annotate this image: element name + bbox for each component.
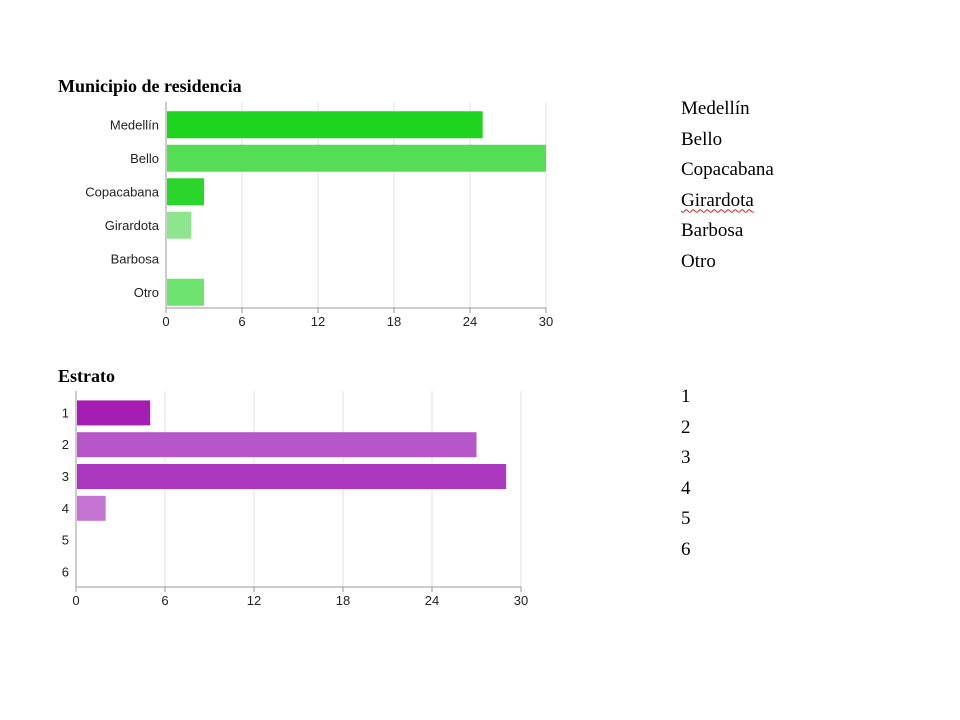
- tick-label: 24: [463, 314, 477, 329]
- category-label: 6: [62, 564, 69, 579]
- chart-title-municipio: Municipio de residencia: [58, 76, 242, 96]
- tick-label: 6: [161, 593, 168, 608]
- category-list-item: 1: [681, 386, 691, 407]
- tick-label: 18: [336, 593, 350, 608]
- category-label: 2: [62, 437, 69, 452]
- category-list-item: 2: [681, 416, 691, 438]
- category-label: Medellín: [110, 117, 159, 132]
- tick-label: 0: [72, 593, 79, 608]
- category-label: Barbosa: [111, 251, 160, 266]
- bar: [167, 111, 483, 139]
- tick-label: 12: [311, 314, 325, 329]
- category-label: Copacabana: [85, 184, 159, 199]
- category-list-item: Girardota: [681, 189, 754, 211]
- category-list-estrato: 1 2 3 4 5 6: [681, 382, 691, 565]
- tick-label: 6: [238, 314, 245, 329]
- category-list-item: Medellín: [681, 98, 750, 119]
- tick-label: 30: [514, 593, 528, 608]
- tick-label: 30: [539, 314, 553, 329]
- category-list-item: Barbosa: [681, 220, 744, 241]
- category-list-item: Otro: [681, 250, 716, 272]
- tick-label: 12: [247, 593, 261, 608]
- category-list-item: Bello: [681, 128, 723, 150]
- bar: [167, 278, 204, 306]
- category-list-item: 3: [681, 447, 691, 468]
- tick-label: 18: [387, 314, 401, 329]
- category-label: Bello: [130, 151, 159, 166]
- chart-title-estrato: Estrato: [58, 366, 115, 386]
- category-list-municipio: Medellín Bello Copacabana Girardota Barbosa O…: [681, 94, 774, 277]
- category-list-item: 6: [681, 538, 691, 560]
- bar: [77, 432, 477, 458]
- category-label: 1: [62, 405, 69, 420]
- bar: [77, 400, 151, 426]
- tick-label: 24: [425, 593, 439, 608]
- category-label: 5: [62, 533, 69, 548]
- bar: [77, 495, 106, 521]
- category-list-item: 4: [681, 477, 691, 499]
- bar: [167, 211, 192, 239]
- category-label: 3: [62, 469, 69, 484]
- tick-label: 0: [162, 314, 169, 329]
- category-list-item: 5: [681, 508, 691, 529]
- category-label: Girardota: [105, 218, 160, 233]
- bar: [77, 464, 507, 489]
- bar: [167, 144, 546, 172]
- category-list-item: Copacabana: [681, 159, 774, 180]
- bar: [167, 178, 204, 206]
- category-label: Otro: [134, 285, 159, 300]
- category-label: 4: [62, 501, 69, 516]
